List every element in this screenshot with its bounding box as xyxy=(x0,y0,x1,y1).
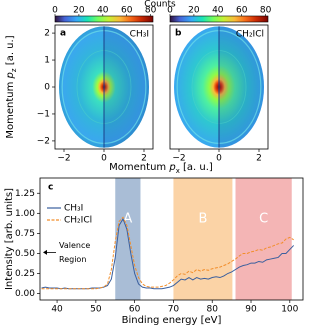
y-tick-label: 0.00 xyxy=(15,289,35,299)
x-tick-label: 0 xyxy=(101,154,107,164)
axis-label-part: p xyxy=(168,162,175,173)
colorbar-title: Counts xyxy=(144,0,176,10)
colorbar-tick-label: 20 xyxy=(188,6,200,16)
colorbar xyxy=(54,15,154,23)
y-tick-label: 0.25 xyxy=(15,269,35,279)
colorbar-tick-label: 80 xyxy=(145,6,157,16)
x-tick-label: 0 xyxy=(216,154,222,164)
y-tick-label: 0.75 xyxy=(15,229,35,239)
x-tick-label: 90 xyxy=(245,305,257,315)
colorbar-tick-label: 0 xyxy=(167,6,173,16)
y-tick-label: 0.50 xyxy=(15,249,35,259)
colorbar-tick-label: 60 xyxy=(121,6,133,16)
x-tick-label: −2 xyxy=(172,154,185,164)
y-tick-label: 0 xyxy=(44,83,50,93)
colorbar-tick-label: 60 xyxy=(236,6,248,16)
annotation-arrowhead xyxy=(43,249,47,255)
y-tick-label: −2 xyxy=(37,136,50,146)
panel-label: b xyxy=(175,29,182,39)
colorbar-tick-label: 80 xyxy=(260,6,272,16)
y-tick-label: 2 xyxy=(44,29,50,39)
colorbar-tick-label: 0 xyxy=(52,6,58,16)
region-label: A xyxy=(123,211,132,226)
y-tick-label: −1 xyxy=(37,109,50,119)
legend-label: CH₂ICl xyxy=(64,216,92,226)
colorbar-tick-label: 40 xyxy=(212,6,224,16)
x-tick-label: 40 xyxy=(51,305,63,315)
x-tick-label: −2 xyxy=(57,154,70,164)
panel-label: a xyxy=(60,29,66,39)
region xyxy=(115,178,141,300)
colorbar-tick-label: 40 xyxy=(97,6,109,16)
x-tick-label: 100 xyxy=(281,305,298,315)
panel-label: c xyxy=(48,183,53,193)
panel-frame xyxy=(39,177,304,301)
x-tick-label: 50 xyxy=(90,305,102,315)
colorbar-tick-label: 20 xyxy=(73,6,85,16)
series-line xyxy=(41,216,294,290)
axis-label-part: p xyxy=(5,72,16,79)
axis-label: Momentum px [a. u.] xyxy=(109,162,213,175)
y-tick-label: 1.00 xyxy=(15,209,35,219)
annotation: Valence xyxy=(59,241,90,250)
y-axis-label: Intensity [arb. units] xyxy=(4,188,15,290)
x-axis-label: Binding energy [eV] xyxy=(122,315,222,326)
region xyxy=(235,178,292,300)
molecule-label: CH₃I xyxy=(130,30,149,40)
axis-label-part: Momentum xyxy=(109,162,169,173)
y-tick-label: 1.25 xyxy=(15,189,35,199)
y-tick-label: 1 xyxy=(44,56,50,66)
axis-label-part: z xyxy=(10,68,18,72)
region-label: C xyxy=(259,211,268,226)
axis-label-part: [a. u.] xyxy=(180,162,213,173)
region-label: B xyxy=(198,211,207,226)
axis-label: Momentum pz [a. u.] xyxy=(5,35,18,138)
x-tick-label: 2 xyxy=(256,154,262,164)
axis-label-part: [a. u.] xyxy=(5,35,16,68)
molecule-label: CH₂ICl xyxy=(236,30,264,40)
x-tick-label: 60 xyxy=(129,305,141,315)
legend-label: CH₃I xyxy=(64,204,83,214)
x-tick-label: 2 xyxy=(141,154,147,164)
colorbar xyxy=(169,15,269,23)
annotation: Region xyxy=(59,255,86,264)
axis-label-part: Momentum xyxy=(5,78,16,138)
x-tick-label: 70 xyxy=(168,305,180,315)
region xyxy=(173,178,233,300)
x-tick-label: 80 xyxy=(207,305,219,315)
axis-label-part: x xyxy=(176,167,180,175)
